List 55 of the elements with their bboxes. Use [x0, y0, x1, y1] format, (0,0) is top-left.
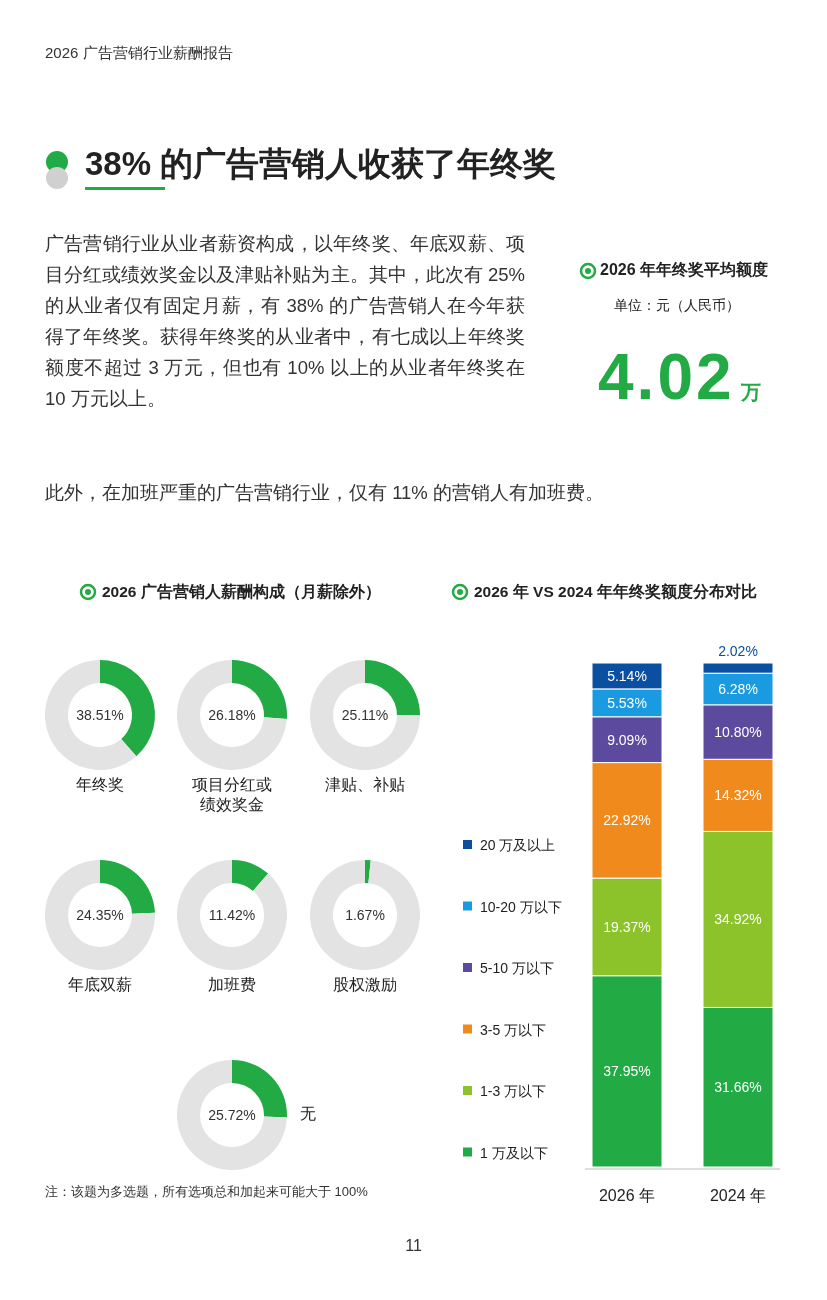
data-label: 34.92% — [714, 911, 762, 928]
text: 2026 广告营销行业薪酬报告 — [45, 44, 233, 63]
data-label: 19.37% — [603, 918, 651, 935]
data-label: 14.32% — [714, 787, 762, 804]
data-label: 37.95% — [603, 1063, 651, 1080]
text: 11.42% — [208, 907, 256, 923]
text: 单位：元（人民币） — [614, 297, 740, 315]
data-label: 5.14% — [607, 667, 647, 684]
text: 广告营销行业从业者薪资构成，以年终奖、年底双薪、项目分红或绩效奖金以及津贴补贴为主。其中，此次有 25% 的从业者仅有固定月薪，有 38% 的广告营销人在今年获得了年终奖。获得年终奖的从业者中，有七成以上年终奖额度不超过 3 万元，但也有 10% 以上的从业者年终奖在 10 万元以上。 — [45, 232, 525, 411]
x-tick-label: 2026 年 — [598, 1187, 656, 1204]
text: 注：该题为多选题，所有选项总和加起来可能大于 100% — [45, 1183, 368, 1201]
text: 2026 广告营销人薪酬构成（月薪除外） — [102, 582, 381, 602]
data-label: 10.80% — [714, 724, 762, 741]
legend-label: 1 万及以下 — [480, 1144, 548, 1161]
data-label: 31.66% — [714, 1079, 762, 1096]
text: 25.11% — [341, 707, 389, 723]
text: 项目分红或绩效奖金 — [191, 775, 273, 815]
text: 津贴、补贴 — [324, 775, 406, 795]
text: 38.51% — [76, 707, 124, 723]
text: 24.35% — [76, 907, 124, 923]
text: 38% 的广告营销人收获了年终奖 — [85, 144, 557, 184]
donut-slice — [45, 660, 137, 770]
data-label: 2.02% — [718, 643, 758, 659]
legend-label: 5-10 万以下 — [480, 960, 554, 976]
text: 4.02 — [598, 341, 735, 413]
chart-title: 2026 年 VS 2024 年年终奖额度分布对比 — [474, 582, 757, 602]
donut-slice — [365, 860, 371, 884]
legend-label: 10-20 万以下 — [480, 898, 562, 915]
text: 25.72% — [208, 1107, 256, 1123]
text: 1.67% — [345, 907, 385, 923]
donut-slice — [310, 860, 420, 970]
text: 年终奖 — [75, 775, 125, 795]
x-tick-label: 2024 年 — [709, 1187, 767, 1204]
text: 无 — [300, 1104, 316, 1124]
text: 加班费 — [207, 975, 257, 995]
data-label: 5.53% — [607, 694, 647, 711]
donut-slice — [232, 860, 269, 891]
data-label: 9.09% — [607, 731, 647, 748]
donut-slice — [310, 660, 420, 770]
text: 此外，在加班严重的广告营销行业，仅有 11% 的营销人有加班费。 — [45, 481, 604, 505]
text: 26.18% — [208, 707, 256, 723]
donut-slice — [177, 660, 287, 770]
donut-slice — [177, 860, 287, 970]
text: 万 — [740, 381, 764, 403]
legend-label: 1-3 万以下 — [480, 1083, 547, 1099]
text: 2026 年年终奖平均额度 — [600, 260, 769, 280]
text: 年底双薪 — [67, 975, 133, 995]
text: 11 — [404, 1237, 423, 1255]
text: 股权激励 — [332, 975, 398, 995]
legend-label: 3-5 万以下 — [480, 1021, 547, 1038]
data-label: 6.28% — [718, 681, 758, 698]
donut-slice — [177, 1060, 287, 1170]
donut-slice — [45, 860, 155, 970]
data-label: 22.92% — [603, 812, 651, 829]
legend-label: 20 万及以上 — [480, 837, 556, 853]
